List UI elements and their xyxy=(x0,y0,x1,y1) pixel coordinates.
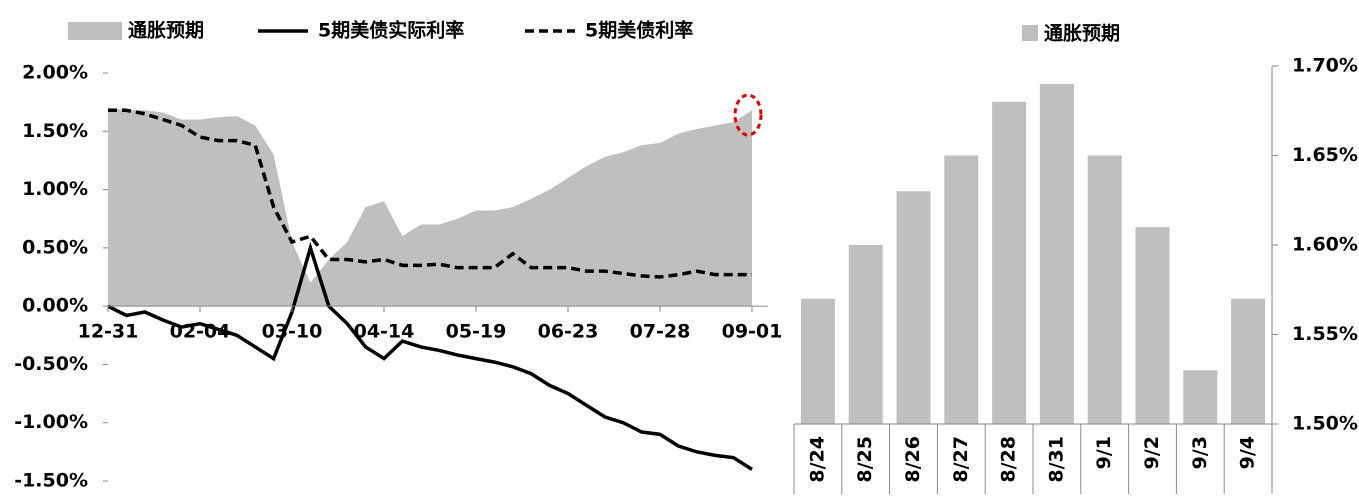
bar xyxy=(1039,83,1074,425)
legend-label: 5期美债实际利率 xyxy=(318,19,464,42)
x-tick-label: 06-23 xyxy=(538,321,599,343)
y-tick-label: 1.55% xyxy=(1292,323,1358,345)
legend-swatch xyxy=(68,22,122,40)
y-tick-label: 0.00% xyxy=(22,295,88,317)
x-tick-label: 09-01 xyxy=(722,321,783,343)
bar xyxy=(1183,370,1218,424)
x-tick-label: 9/4 xyxy=(1237,436,1259,469)
x-tick-label: 8/26 xyxy=(902,436,924,483)
x-tick-label: 8/24 xyxy=(806,436,828,483)
bar xyxy=(800,298,835,424)
x-tick-label: 8/27 xyxy=(950,436,972,483)
x-tick-label: 9/1 xyxy=(1093,436,1115,469)
bar xyxy=(1087,155,1122,424)
y-tick-label: 1.60% xyxy=(1292,234,1358,256)
bar xyxy=(1135,227,1170,424)
bar xyxy=(896,191,931,424)
bar xyxy=(944,155,979,424)
line xyxy=(107,241,753,471)
y-tick-label: 2.00% xyxy=(22,62,88,84)
y-tick-label: 0.50% xyxy=(22,236,88,258)
y-tick-label: 1.70% xyxy=(1292,55,1358,77)
area xyxy=(108,107,752,307)
legend-swatch xyxy=(1022,25,1038,41)
legend-label: 通胀预期 xyxy=(1044,23,1120,45)
y-tick-label: -1.50% xyxy=(14,470,88,492)
x-tick-label: 8/25 xyxy=(854,436,876,483)
x-tick-label: 07-28 xyxy=(630,321,691,343)
highlight-ellipse xyxy=(733,93,763,137)
x-tick-label: 8/28 xyxy=(998,436,1020,483)
legend-label: 通胀预期 xyxy=(128,20,204,42)
y-tick-label: -0.50% xyxy=(14,353,88,375)
x-tick-label: 04-14 xyxy=(354,321,415,343)
x-tick-label: 03-10 xyxy=(262,321,323,343)
bar xyxy=(848,245,883,424)
x-tick-label: 02-04 xyxy=(170,321,231,343)
y-tick-label: 1.50% xyxy=(1292,413,1358,435)
x-tick-label: 12-31 xyxy=(78,321,139,343)
y-tick-label: -1.00% xyxy=(14,411,88,433)
legend-label: 5期美债利率 xyxy=(585,19,693,42)
bar xyxy=(992,101,1027,425)
bar xyxy=(1231,298,1266,424)
y-tick-label: 1.00% xyxy=(22,178,88,200)
x-tick-label: 8/31 xyxy=(1045,436,1067,483)
x-tick-label: 9/3 xyxy=(1189,436,1211,469)
line xyxy=(108,108,752,279)
y-tick-label: 1.65% xyxy=(1292,144,1358,166)
x-tick-label: 05-19 xyxy=(446,321,507,343)
y-tick-label: 1.50% xyxy=(22,120,88,142)
x-tick-label: 9/2 xyxy=(1141,436,1163,469)
